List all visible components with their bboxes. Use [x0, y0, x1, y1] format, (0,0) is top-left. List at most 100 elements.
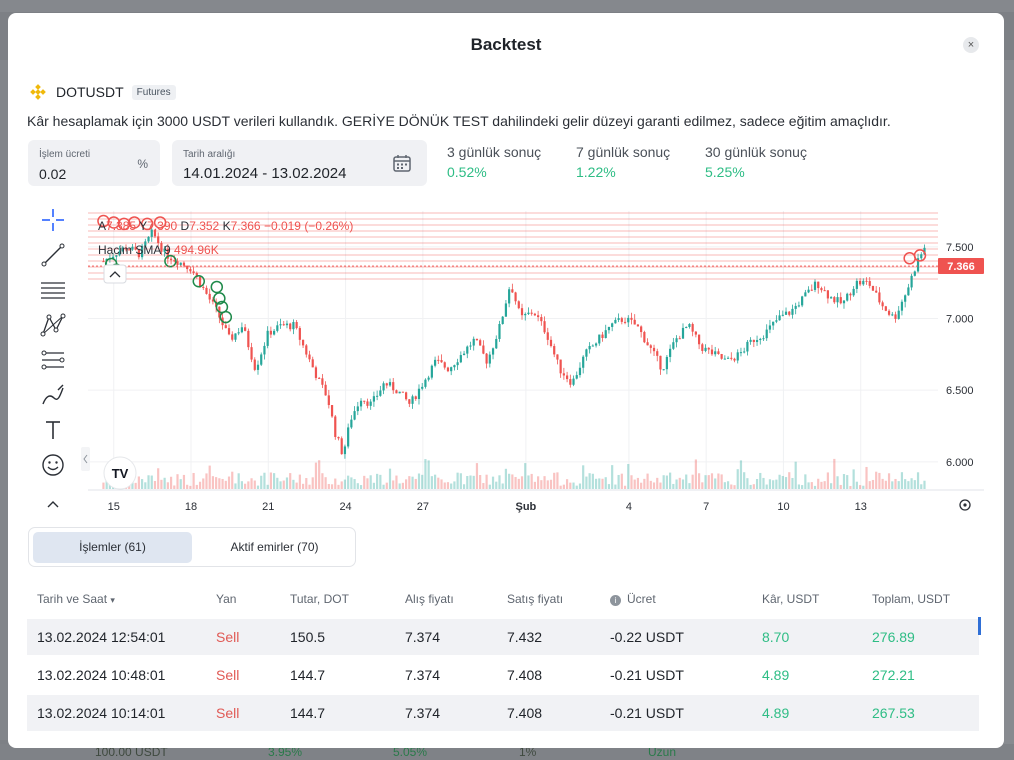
volume-bar	[353, 479, 356, 489]
volume-bar	[553, 472, 556, 489]
result-7-day-label: 7 günlük sonuç	[576, 144, 671, 160]
volume-bar	[369, 475, 372, 489]
table-row[interactable]: 13.02.2024 10:48:01 Sell 144.7 7.374 7.4…	[27, 657, 979, 693]
candle-body	[459, 355, 462, 363]
volume-bar	[569, 482, 572, 489]
volume-bar	[427, 460, 430, 489]
text-tool-icon[interactable]	[38, 415, 68, 445]
candle-body	[743, 351, 746, 353]
candle-body	[363, 400, 366, 402]
candle-body	[121, 247, 124, 252]
fib-levels-icon[interactable]	[38, 275, 68, 305]
candle-body	[620, 318, 623, 322]
tab-active-orders[interactable]: Aktif emirler (70)	[230, 540, 319, 554]
candle-body	[295, 322, 298, 329]
candle-body	[894, 314, 897, 319]
candle-body	[186, 265, 189, 270]
volume-bar	[137, 476, 140, 489]
sidebar-toggle	[81, 447, 90, 471]
volume-bar	[227, 476, 231, 489]
candle-body	[559, 359, 562, 374]
candle-body	[604, 330, 607, 339]
candle-body	[240, 327, 244, 333]
candle-body	[131, 246, 134, 250]
candle-body	[897, 310, 900, 319]
volume-bar	[916, 472, 920, 489]
candle-body	[588, 346, 591, 350]
volume-bar	[920, 484, 923, 489]
volume-bar	[791, 477, 794, 489]
col-buy-price: Alış fiyatı	[405, 592, 454, 606]
projection-icon[interactable]	[38, 345, 68, 375]
candle-body	[147, 236, 150, 242]
candle-body	[710, 349, 714, 355]
background-pct-1: 3.95%	[268, 745, 303, 759]
x-tick-label: 4	[626, 501, 632, 513]
candle-body	[739, 352, 743, 354]
candle-body	[437, 359, 440, 361]
candlestick-chart[interactable]: 15 18 21 24 27 Şub 4 7 10 13 7.500 7.000 6.500 6.000 7…	[26, 197, 984, 517]
candle-body	[224, 325, 227, 329]
emoji-icon[interactable]	[38, 450, 68, 480]
date-range-value[interactable]: 14.01.2024 - 13.02.2024	[183, 165, 347, 182]
date-range-field[interactable]: Tarih aralığı 14.01.2024 - 13.02.2024	[172, 140, 427, 186]
col-time[interactable]: Tarih ve Saat ▾	[37, 592, 115, 606]
chevron-up-icon	[109, 271, 121, 278]
row-time: 13.02.2024 12:54:01	[37, 629, 166, 645]
volume-bar	[604, 477, 607, 489]
candle-body	[672, 342, 675, 349]
volume-bar	[730, 484, 733, 489]
fee-field[interactable]: İşlem ücreti 0.02 %	[28, 140, 160, 186]
volume-bar	[865, 466, 868, 489]
volume-bar	[849, 485, 852, 489]
buy-marker	[213, 292, 226, 305]
candle-body	[424, 379, 427, 387]
tab-trades[interactable]: İşlemler (61)	[33, 532, 192, 563]
candle-body	[163, 248, 166, 252]
volume-bar	[134, 482, 137, 489]
volume-bar	[330, 484, 334, 489]
volume-bar	[102, 482, 105, 489]
table-row[interactable]: 13.02.2024 12:54:01 Sell 150.5 7.374 7.4…	[27, 619, 979, 655]
calendar-icon[interactable]	[392, 153, 412, 173]
candle-body	[778, 315, 781, 321]
candle-body	[717, 351, 720, 355]
col-fee-label: Ücret	[627, 592, 656, 606]
candle-body	[652, 347, 656, 352]
candle-body	[733, 358, 736, 361]
crosshair-icon[interactable]	[38, 205, 68, 235]
x-tick-label: 15	[108, 501, 120, 513]
candle-body	[810, 289, 813, 291]
volume-bar	[466, 476, 469, 489]
trend-line-icon[interactable]	[38, 240, 68, 270]
col-profit: Kâr, USDT	[762, 592, 820, 606]
candle-body	[520, 308, 524, 316]
volume-bar	[256, 485, 260, 489]
fee-value[interactable]: 0.02	[39, 166, 67, 182]
candle-body	[868, 281, 871, 286]
result-30-day-value: 5.25%	[705, 164, 745, 180]
volume-bar	[836, 476, 839, 489]
buy-marker	[219, 310, 233, 324]
table-scrollbar[interactable]	[978, 617, 981, 635]
brush-icon[interactable]	[38, 380, 68, 410]
price-chart[interactable]: 15 18 21 24 27 Şub 4 7 10 13 7.500 7.000 6.500 6.000 7…	[26, 197, 984, 517]
candle-body	[350, 419, 353, 428]
close-button[interactable]: ×	[963, 37, 979, 53]
candle-body	[237, 332, 240, 334]
volume-bar	[804, 474, 807, 489]
volume-bar	[305, 478, 308, 489]
candle-body	[685, 326, 688, 328]
volume-bar	[540, 480, 543, 489]
candle-body	[720, 354, 723, 359]
candle-body	[726, 357, 730, 359]
x-tick-label: 7	[703, 501, 709, 513]
pattern-icon[interactable]	[38, 310, 68, 340]
volume-bar	[533, 481, 536, 489]
toolbar-more-icon[interactable]	[38, 493, 68, 513]
volume-bar	[308, 484, 311, 489]
volume-bar	[855, 481, 858, 489]
info-icon[interactable]: i	[610, 595, 621, 606]
volume-bar	[775, 479, 778, 489]
table-row[interactable]: 13.02.2024 10:14:01 Sell 144.7 7.374 7.4…	[27, 695, 979, 731]
